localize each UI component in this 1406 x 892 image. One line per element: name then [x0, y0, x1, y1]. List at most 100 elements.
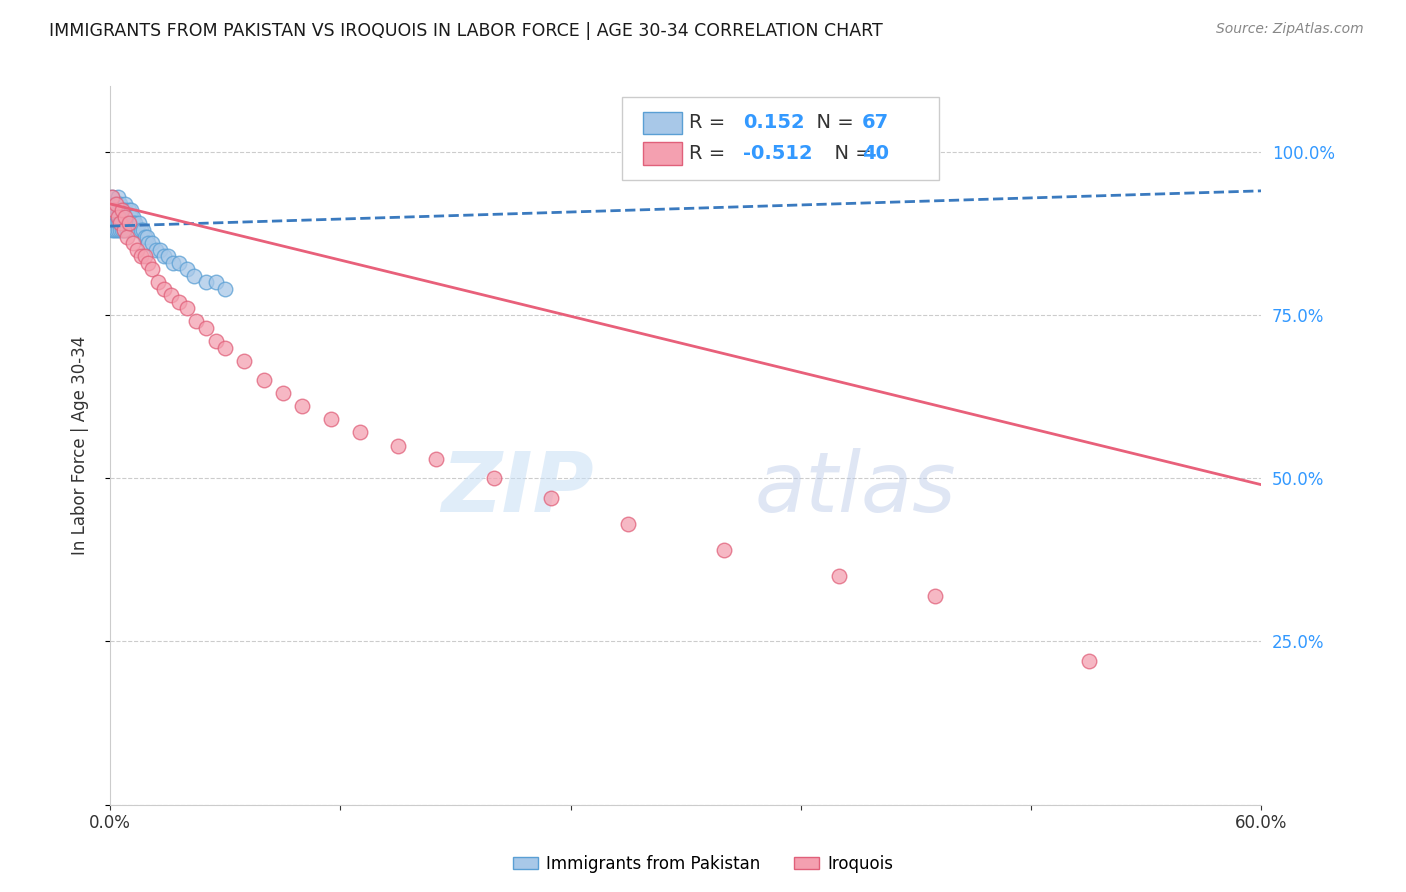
Point	[138, 255, 160, 269]
Point	[117, 223, 139, 237]
Point	[1077, 654, 1099, 668]
Point	[233, 353, 256, 368]
Point	[108, 203, 131, 218]
Point	[104, 197, 127, 211]
Point	[107, 203, 129, 218]
Point	[118, 203, 141, 218]
Point	[162, 255, 184, 269]
Point	[156, 249, 179, 263]
Point	[103, 223, 125, 237]
Point	[828, 569, 851, 583]
Text: 40: 40	[862, 144, 889, 162]
Point	[108, 217, 131, 231]
Text: R =: R =	[689, 144, 731, 162]
Point	[114, 197, 136, 211]
Point	[134, 229, 156, 244]
Point	[146, 275, 169, 289]
Point	[186, 314, 208, 328]
Point	[103, 203, 125, 218]
Point	[160, 288, 183, 302]
Point	[117, 210, 139, 224]
Text: atlas: atlas	[755, 448, 956, 529]
Point	[101, 190, 124, 204]
Text: R =: R =	[689, 113, 738, 133]
Point	[120, 210, 142, 224]
Point	[135, 229, 157, 244]
Point	[204, 334, 226, 348]
Point	[482, 471, 505, 485]
Point	[167, 294, 190, 309]
Point	[117, 229, 139, 244]
Legend: Immigrants from Pakistan, Iroquois: Immigrants from Pakistan, Iroquois	[506, 848, 900, 880]
Point	[110, 210, 132, 224]
Point	[124, 217, 146, 231]
Point	[107, 210, 129, 224]
Point	[271, 386, 294, 401]
Point	[118, 217, 141, 231]
Point	[195, 321, 218, 335]
Point	[291, 400, 314, 414]
Point	[107, 190, 129, 204]
Point	[141, 262, 163, 277]
FancyBboxPatch shape	[643, 112, 682, 135]
FancyBboxPatch shape	[643, 142, 682, 165]
Point	[195, 275, 218, 289]
FancyBboxPatch shape	[623, 97, 939, 180]
Point	[103, 203, 125, 218]
Point	[176, 301, 198, 316]
Point	[125, 223, 148, 237]
Point	[214, 282, 236, 296]
Point	[101, 190, 124, 204]
Point	[117, 217, 139, 231]
Point	[103, 197, 125, 211]
Point	[112, 217, 135, 231]
Y-axis label: In Labor Force | Age 30-34: In Labor Force | Age 30-34	[72, 336, 89, 555]
Point	[110, 203, 132, 218]
Point	[138, 236, 160, 251]
Point	[114, 210, 136, 224]
Point	[153, 282, 176, 296]
Point	[114, 217, 136, 231]
Point	[349, 425, 371, 440]
Point	[319, 412, 342, 426]
Point	[101, 223, 124, 237]
Point	[103, 210, 125, 224]
Point	[110, 223, 132, 237]
Point	[112, 203, 135, 218]
Point	[107, 197, 129, 211]
Point	[120, 203, 142, 218]
Point	[153, 249, 176, 263]
Text: N =: N =	[804, 113, 860, 133]
Point	[141, 236, 163, 251]
Point	[125, 243, 148, 257]
Point	[167, 255, 190, 269]
Point	[104, 217, 127, 231]
Point	[118, 217, 141, 231]
Point	[118, 210, 141, 224]
Text: 0.152: 0.152	[744, 113, 804, 133]
Point	[108, 223, 131, 237]
Point	[122, 217, 145, 231]
Point	[114, 203, 136, 218]
Point	[110, 203, 132, 218]
Text: -0.512: -0.512	[744, 144, 813, 162]
Point	[112, 223, 135, 237]
Point	[924, 589, 946, 603]
Point	[108, 210, 131, 224]
Text: Source: ZipAtlas.com: Source: ZipAtlas.com	[1216, 22, 1364, 37]
Point	[112, 210, 135, 224]
Point	[214, 341, 236, 355]
Point	[104, 197, 127, 211]
Point	[204, 275, 226, 289]
Point	[129, 249, 152, 263]
Point	[112, 223, 135, 237]
Text: ZIP: ZIP	[441, 448, 593, 529]
Point	[176, 262, 198, 277]
Point	[110, 217, 132, 231]
Point	[131, 223, 153, 237]
Point	[104, 203, 127, 218]
Point	[145, 243, 167, 257]
Point	[101, 203, 124, 218]
Text: IMMIGRANTS FROM PAKISTAN VS IROQUOIS IN LABOR FORCE | AGE 30-34 CORRELATION CHAR: IMMIGRANTS FROM PAKISTAN VS IROQUOIS IN …	[49, 22, 883, 40]
Point	[122, 210, 145, 224]
